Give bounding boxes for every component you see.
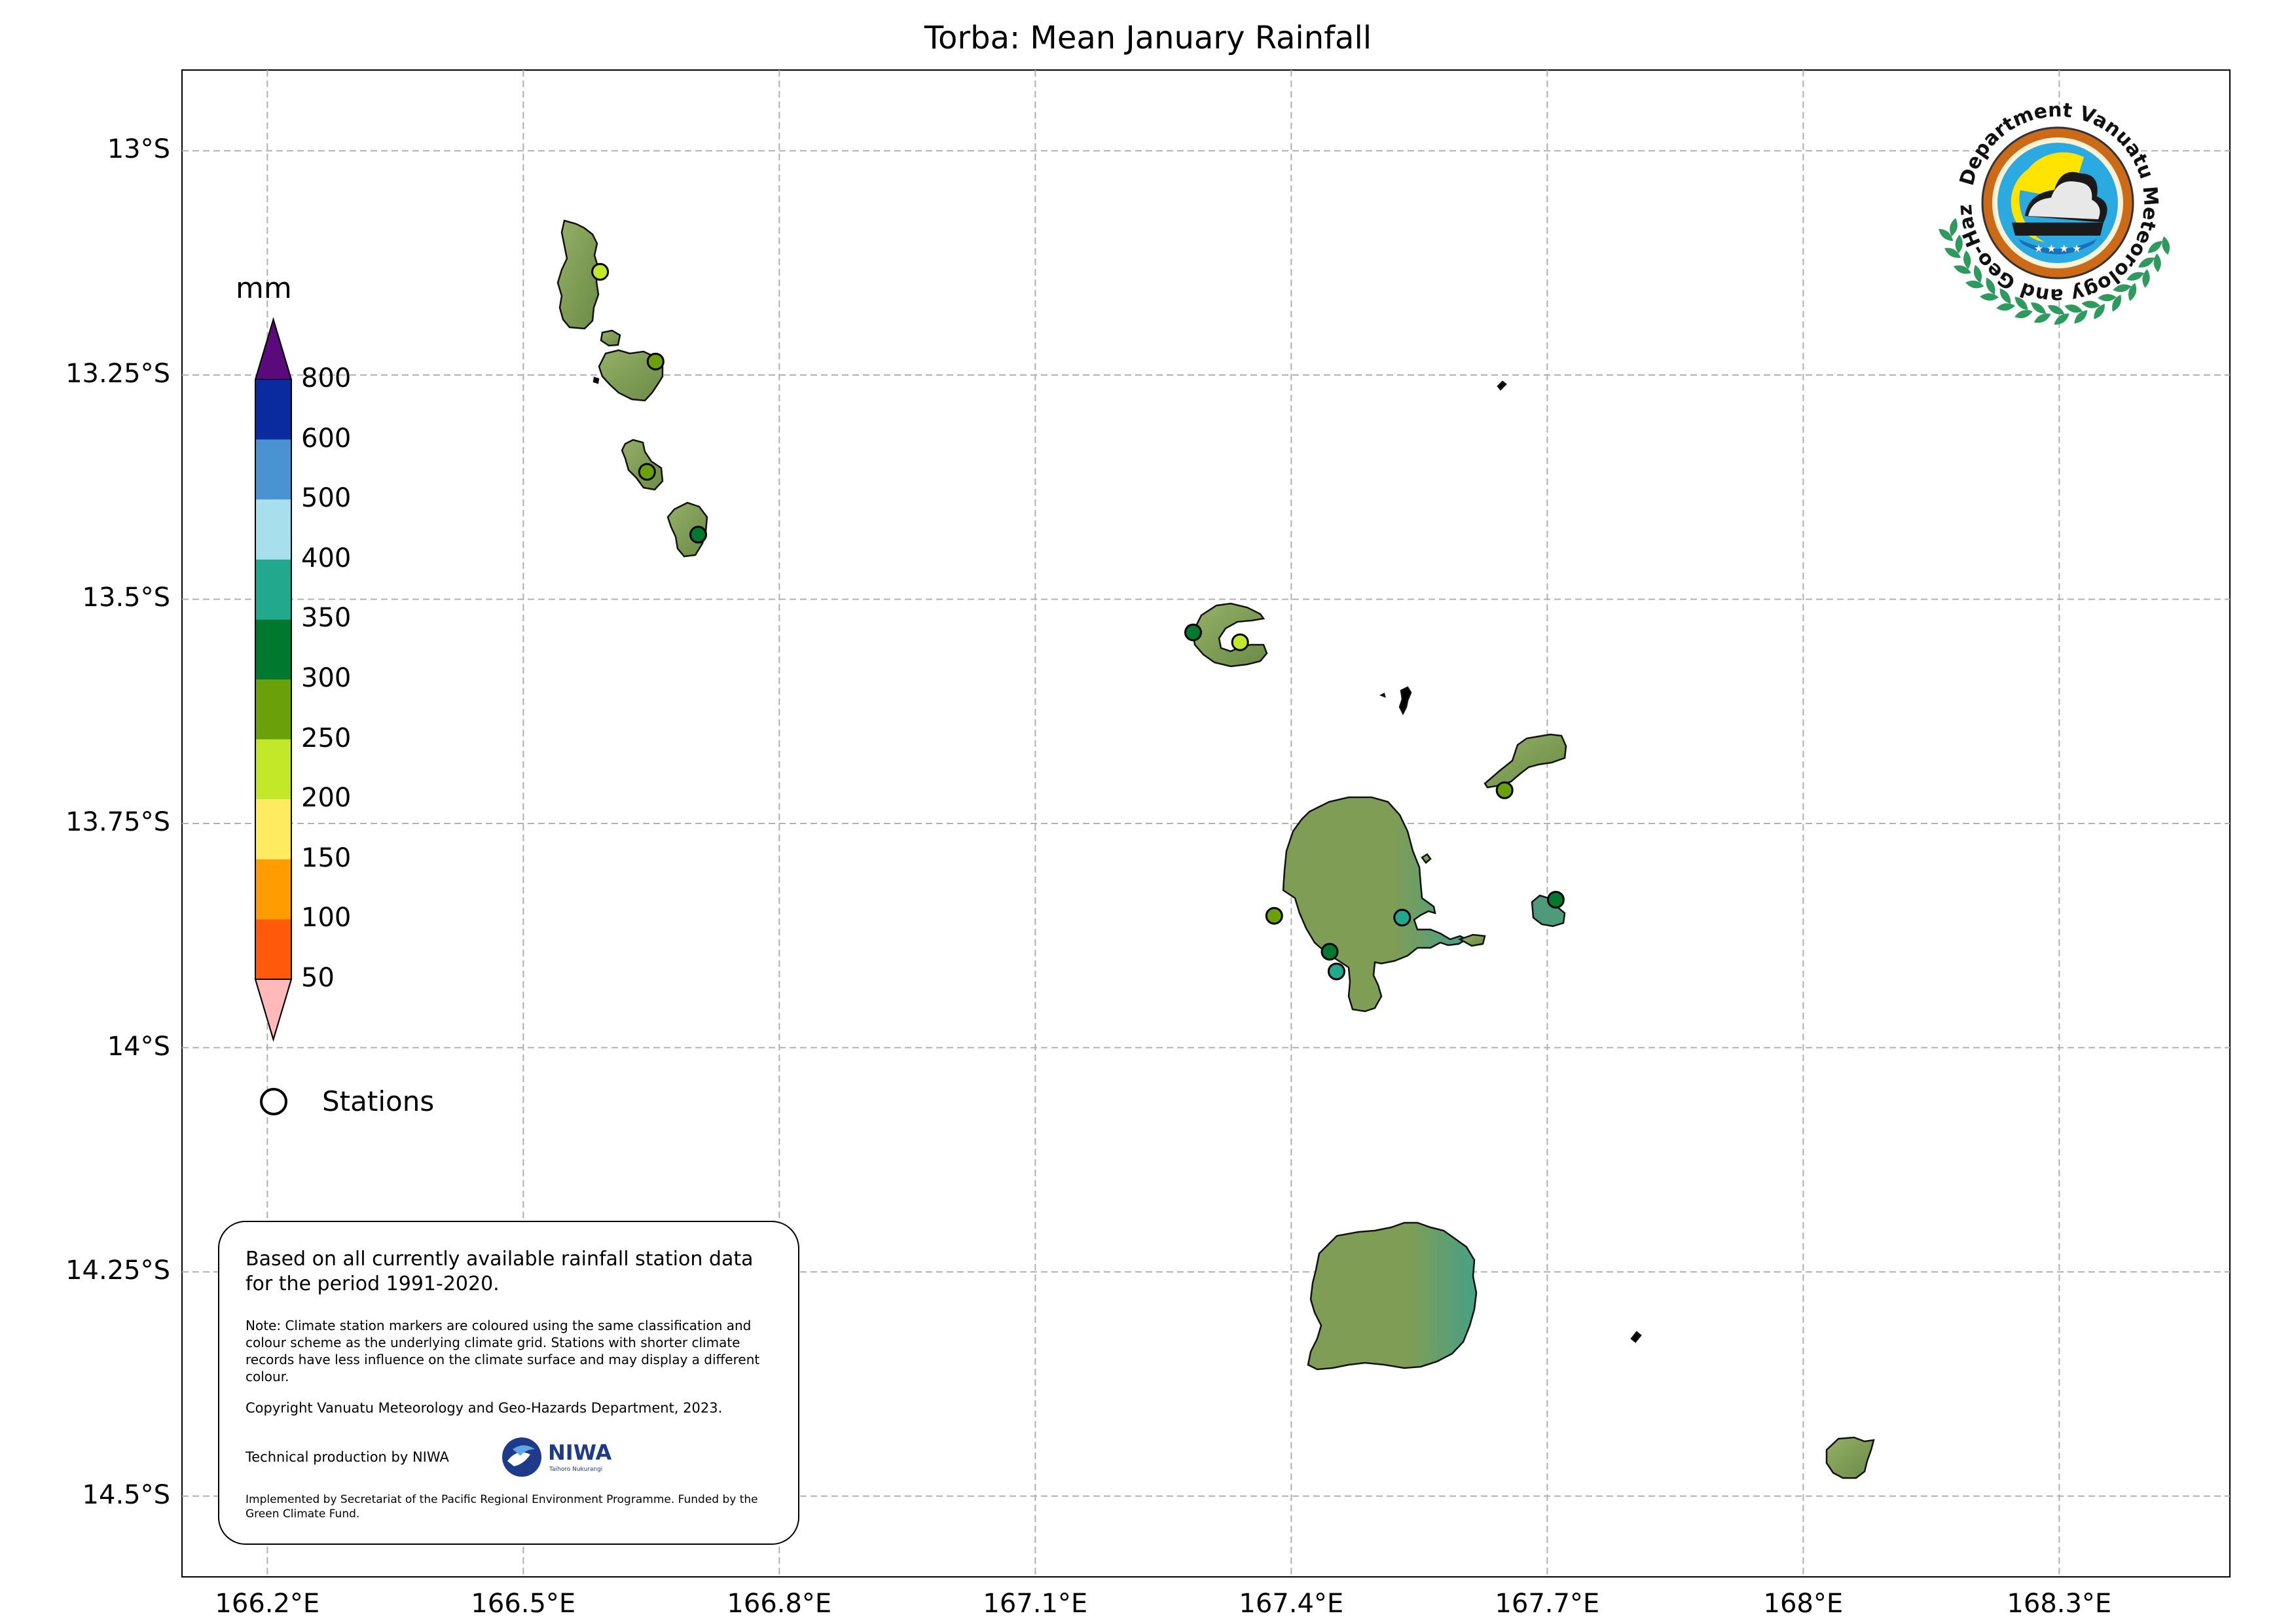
islet-vl-1 [1421, 853, 1432, 864]
colorbar-segment [255, 619, 291, 679]
colorbar-tick-label: 800 [301, 363, 352, 393]
island-hiu [556, 219, 600, 330]
info-note-text: Note: Climate station markers are colour… [246, 1318, 760, 1384]
colorbar-tick-label: 250 [301, 723, 352, 753]
station-marker [689, 526, 708, 544]
info-implemented: Implemented by Secretariat of the Pacifi… [246, 1493, 758, 1521]
x-tick-label: 167.7°E [1495, 1589, 1600, 1619]
x-tick-label: 167.1°E [983, 1589, 1088, 1619]
islet-vl-2 [1457, 933, 1486, 947]
station-marker [646, 352, 665, 370]
colorbar-tick-label: 150 [301, 842, 352, 873]
station-marker [1231, 633, 1249, 651]
colorbar-segment [255, 499, 291, 560]
colorbar-segment [255, 439, 291, 500]
info-technical: Technical production by NIWA [246, 1449, 449, 1465]
islands [556, 219, 1875, 1479]
y-tick-label: 13.5°S [82, 583, 170, 613]
island-vanua-lava [1282, 796, 1468, 1013]
x-tick-label: 166.8°E [727, 1589, 832, 1619]
x-tick-label: 167.4°E [1239, 1589, 1344, 1619]
niwa-logo-text: NIWA [548, 1440, 612, 1465]
svg-text:★ ★ ★ ★: ★ ★ ★ ★ [2034, 242, 2082, 255]
colorbar-segment [255, 859, 291, 920]
station-marker [1546, 890, 1565, 909]
niwa-logo-subtext: Taihoro Nukurangi [549, 1466, 602, 1473]
y-tick-label: 13°S [107, 134, 170, 165]
islet-1 [1379, 693, 1386, 698]
info-copyright: Copyright Vanuatu Meteorology and Geo-Ha… [246, 1400, 723, 1416]
islet-3 [1497, 380, 1507, 391]
colorbar-tick-label: 400 [301, 543, 352, 573]
colorbar-segment [255, 739, 291, 800]
colorbar-tick-label: 200 [301, 783, 352, 814]
colorbar-segment [255, 380, 291, 440]
colorbar-tick-label: 300 [301, 663, 352, 693]
island-merelava [1825, 1436, 1875, 1479]
station-marker [1321, 943, 1339, 961]
y-tick-label: 14.25°S [65, 1255, 170, 1286]
colorbar-outline [255, 317, 292, 1042]
islet-4 [1630, 1331, 1642, 1343]
x-tick-label: 168°E [1763, 1589, 1844, 1619]
island-motalava [1484, 733, 1567, 789]
station-marker [1495, 781, 1514, 799]
info-main-text: Based on all currently available rainfal… [246, 1248, 754, 1295]
y-tick-label: 14.5°S [82, 1479, 170, 1510]
colorbar-segment [255, 679, 291, 740]
stations-legend-label: Stations [322, 1085, 435, 1117]
island-ureparapara [1192, 602, 1268, 668]
info-box: Based on all currently available rainfal… [218, 1221, 799, 1545]
island-small-2 [592, 376, 600, 384]
stations-legend-marker [260, 1088, 287, 1115]
colorbar-tick-label: 50 [301, 963, 335, 993]
station-marker [591, 262, 610, 281]
y-tick-label: 13.75°S [65, 807, 170, 837]
station-marker [1265, 907, 1283, 925]
station-marker [1393, 909, 1412, 927]
island-small-1 [600, 329, 621, 347]
stations-layer [591, 262, 1565, 981]
colorbar-tick-label: 100 [301, 903, 352, 933]
island-tegua [598, 349, 664, 402]
x-tick-label: 166.2°E [215, 1589, 320, 1619]
colorbar [254, 317, 293, 1042]
department-logo: ★ ★ ★ ★ Department Vanuatu Meteorology a… [1936, 99, 2172, 328]
colorbar-tick-label: 500 [301, 483, 352, 514]
colorbar-unit: mm [236, 272, 292, 305]
islet-2 [1398, 686, 1412, 715]
y-tick-label: 14°S [107, 1031, 170, 1062]
x-tick-label: 168.3°E [2007, 1589, 2112, 1619]
station-marker [638, 463, 656, 481]
x-tick-label: 166.5°E [471, 1589, 576, 1619]
y-tick-label: 13.25°S [65, 358, 170, 389]
colorbar-tick-label: 350 [301, 603, 352, 634]
island-gaua [1307, 1221, 1478, 1371]
station-marker [1327, 962, 1345, 981]
colorbar-segment [255, 919, 291, 979]
niwa-logo: NIWA Taihoro Nukurangi [502, 1437, 612, 1477]
colorbar-segment [255, 799, 291, 859]
station-marker [1184, 623, 1202, 641]
island-east-small [1531, 894, 1566, 928]
colorbar-segment [255, 559, 291, 620]
colorbar-tick-label: 600 [301, 423, 352, 454]
map-title: Torba: Mean January Rainfall [924, 20, 1372, 56]
